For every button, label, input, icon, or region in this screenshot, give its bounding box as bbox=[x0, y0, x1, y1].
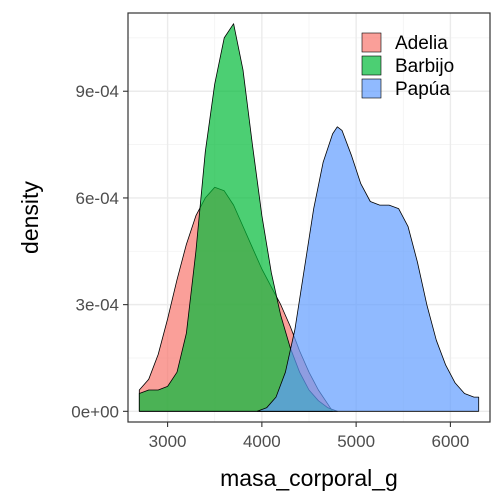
x-tick-label: 6000 bbox=[431, 432, 469, 451]
density-areas bbox=[138, 23, 480, 412]
y-axis-title: density bbox=[17, 181, 43, 254]
panel-border bbox=[127, 12, 491, 423]
y-axis: 0e+00 3e-04 6e-04 9e-04 bbox=[71, 82, 128, 421]
x-tick-label: 5000 bbox=[337, 432, 375, 451]
y-tick-label: 6e-04 bbox=[76, 189, 119, 208]
y-tick-label: 0e+00 bbox=[71, 402, 119, 421]
legend-label: Papúa bbox=[395, 79, 450, 100]
legend-label: Barbijo bbox=[395, 56, 454, 77]
legend-key-papúa bbox=[361, 78, 382, 99]
legend-key-adelia bbox=[361, 32, 382, 53]
legend-label: Adelia bbox=[395, 33, 448, 54]
y-tick-label: 3e-04 bbox=[76, 296, 119, 315]
density-area-papúa bbox=[256, 126, 480, 412]
x-tick-label: 3000 bbox=[149, 432, 187, 451]
x-axis: 3000 4000 5000 6000 bbox=[149, 422, 469, 451]
y-tick-label: 9e-04 bbox=[76, 82, 119, 101]
x-axis-title: masa_corporal_g bbox=[220, 465, 398, 491]
x-tick-label: 4000 bbox=[243, 432, 281, 451]
legend-key-barbijo bbox=[361, 55, 382, 76]
